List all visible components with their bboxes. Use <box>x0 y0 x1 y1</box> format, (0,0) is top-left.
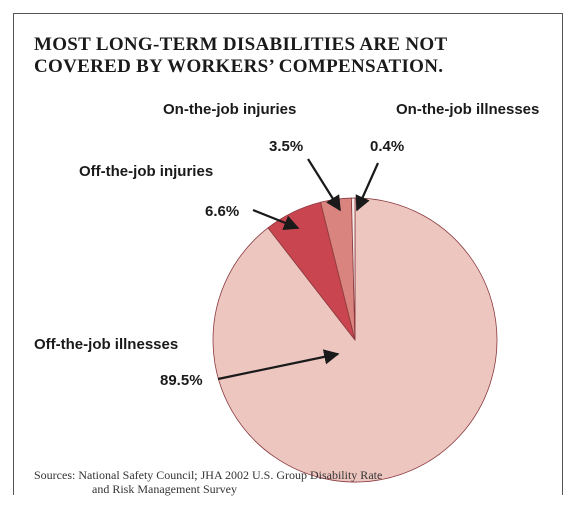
slice-value-on-the-job-injuries: 3.5% <box>269 138 303 155</box>
pie-slices <box>212 197 498 483</box>
chart-title: MOST LONG-TERM DISABILITIES ARE NOT COVE… <box>34 34 534 78</box>
slice-name-off-the-job-injuries: Off-the-job injuries <box>79 163 213 180</box>
chart-title-line-2: COVERED BY WORKERS’ COMPENSATION. <box>34 56 444 77</box>
slice-name-on-the-job-illnesses: On-the-job illnesses <box>396 101 539 118</box>
slice-value-off-the-job-injuries: 6.6% <box>205 203 239 220</box>
pie-slice-on-the-job-illnesses <box>351 197 356 341</box>
slice-value-off-the-job-illnesses: 89.5% <box>160 372 203 389</box>
slice-name-off-the-job-illnesses: Off-the-job illnesses <box>34 336 178 353</box>
source-line-2: and Risk Management Survey <box>92 482 237 496</box>
arrow-off-the-job-injuries <box>252 208 300 231</box>
arrow-on-the-job-illnesses <box>355 162 380 212</box>
chart-frame <box>13 13 563 495</box>
chart-source-note: Sources: National Safety Council; JHA 20… <box>34 468 514 496</box>
slice-name-on-the-job-injuries: On-the-job injuries <box>163 101 296 118</box>
arrow-on-the-job-injuries <box>307 158 341 212</box>
slice-value-on-the-job-illnesses: 0.4% <box>370 138 404 155</box>
chart-title-line-1: MOST LONG-TERM DISABILITIES ARE NOT <box>34 34 448 55</box>
source-line-1: Sources: National Safety Council; JHA 20… <box>34 468 383 482</box>
arrow-off-the-job-illnesses <box>217 349 340 381</box>
